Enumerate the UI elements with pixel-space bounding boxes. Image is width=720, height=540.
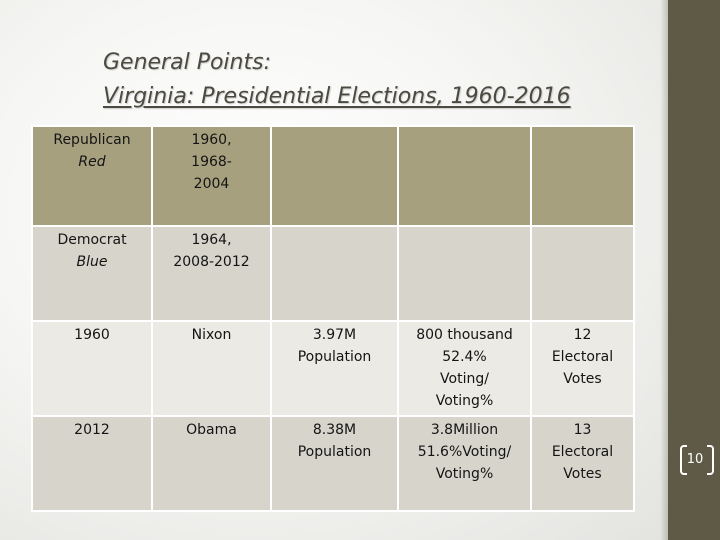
cell-line: 1968- [191, 154, 232, 170]
cell-electoral-1960: 12 Electoral Votes [532, 322, 633, 415]
page-number-bracket-right-icon [707, 445, 714, 475]
elections-table: Republican Red 1960, 1968- 2004 Democrat… [31, 125, 635, 512]
cell-line: 2008-2012 [173, 254, 250, 270]
cell-line: Democrat [57, 232, 127, 248]
cell-line: 51.6%Voting/ [417, 444, 512, 460]
table-row-republican: Republican Red 1960, 1968- 2004 [33, 127, 633, 225]
cell-years-republican: 1960, 1968- 2004 [153, 127, 270, 225]
cell-line: 1960, [191, 132, 232, 148]
table-row-1960: 1960 Nixon 3.97M Population 800 thousand… [33, 322, 633, 415]
cell-line: 13 [573, 422, 592, 438]
cell-line: 3.8Million [430, 422, 499, 438]
cell-line: Voting% [435, 393, 494, 409]
table-cell-empty [272, 127, 397, 225]
cell-line: 800 thousand [416, 327, 513, 343]
table-cell-empty [272, 227, 397, 320]
table-row-2012: 2012 Obama 8.38M Population 3.8Million 5… [33, 417, 633, 510]
cell-population-1960: 3.97M Population [272, 322, 397, 415]
cell-line: Votes [563, 371, 602, 387]
table-row-democrat: Democrat Blue 1964, 2008-2012 [33, 227, 633, 320]
cell-candidate-nixon: Nixon [153, 322, 270, 415]
slide-title: General Points: Virginia: Presidential E… [103, 46, 643, 114]
cell-electoral-2012: 13 Electoral Votes [532, 417, 633, 510]
table-cell-empty [532, 227, 633, 320]
cell-years-democrat: 1964, 2008-2012 [153, 227, 270, 320]
cell-line: 1960 [74, 327, 110, 343]
band-shadow [660, 0, 668, 540]
cell-line: Obama [186, 422, 237, 438]
cell-line: Voting/ [440, 371, 489, 387]
cell-line: 8.38M [312, 422, 357, 438]
cell-year-2012: 2012 [33, 417, 151, 510]
cell-line-italic: Red [78, 154, 106, 170]
cell-line: Population [297, 444, 372, 460]
table-cell-empty [399, 227, 530, 320]
cell-voting-2012: 3.8Million 51.6%Voting/ Voting% [399, 417, 530, 510]
cell-line: 2012 [74, 422, 110, 438]
page-number-bracket-left-icon [680, 445, 687, 475]
cell-voting-1960: 800 thousand 52.4% Voting/ Voting% [399, 322, 530, 415]
page-number: 10 [686, 452, 704, 467]
cell-line: 3.97M [312, 327, 357, 343]
cell-line: Voting% [435, 466, 494, 482]
cell-candidate-obama: Obama [153, 417, 270, 510]
table-cell-empty [532, 127, 633, 225]
cell-line: Population [297, 349, 372, 365]
cell-line: 2004 [193, 176, 230, 192]
cell-party-democrat: Democrat Blue [33, 227, 151, 320]
cell-party-republican: Republican Red [33, 127, 151, 225]
cell-line-italic: Blue [76, 254, 108, 270]
cell-line: Nixon [191, 327, 232, 343]
cell-line: 1964, [191, 232, 232, 248]
table-cell-empty [399, 127, 530, 225]
slide-title-line-1: General Points: [103, 50, 271, 75]
cell-line: Votes [563, 466, 602, 482]
cell-line: 52.4% [442, 349, 487, 365]
slide-title-line-2: Virginia: Presidential Elections, 1960-2… [103, 84, 571, 109]
cell-year-1960: 1960 [33, 322, 151, 415]
cell-line: Electoral [551, 349, 614, 365]
cell-population-2012: 8.38M Population [272, 417, 397, 510]
right-side-band [668, 0, 720, 540]
cell-line: Electoral [551, 444, 614, 460]
cell-line: 12 [573, 327, 592, 343]
cell-line: Republican [53, 132, 131, 148]
